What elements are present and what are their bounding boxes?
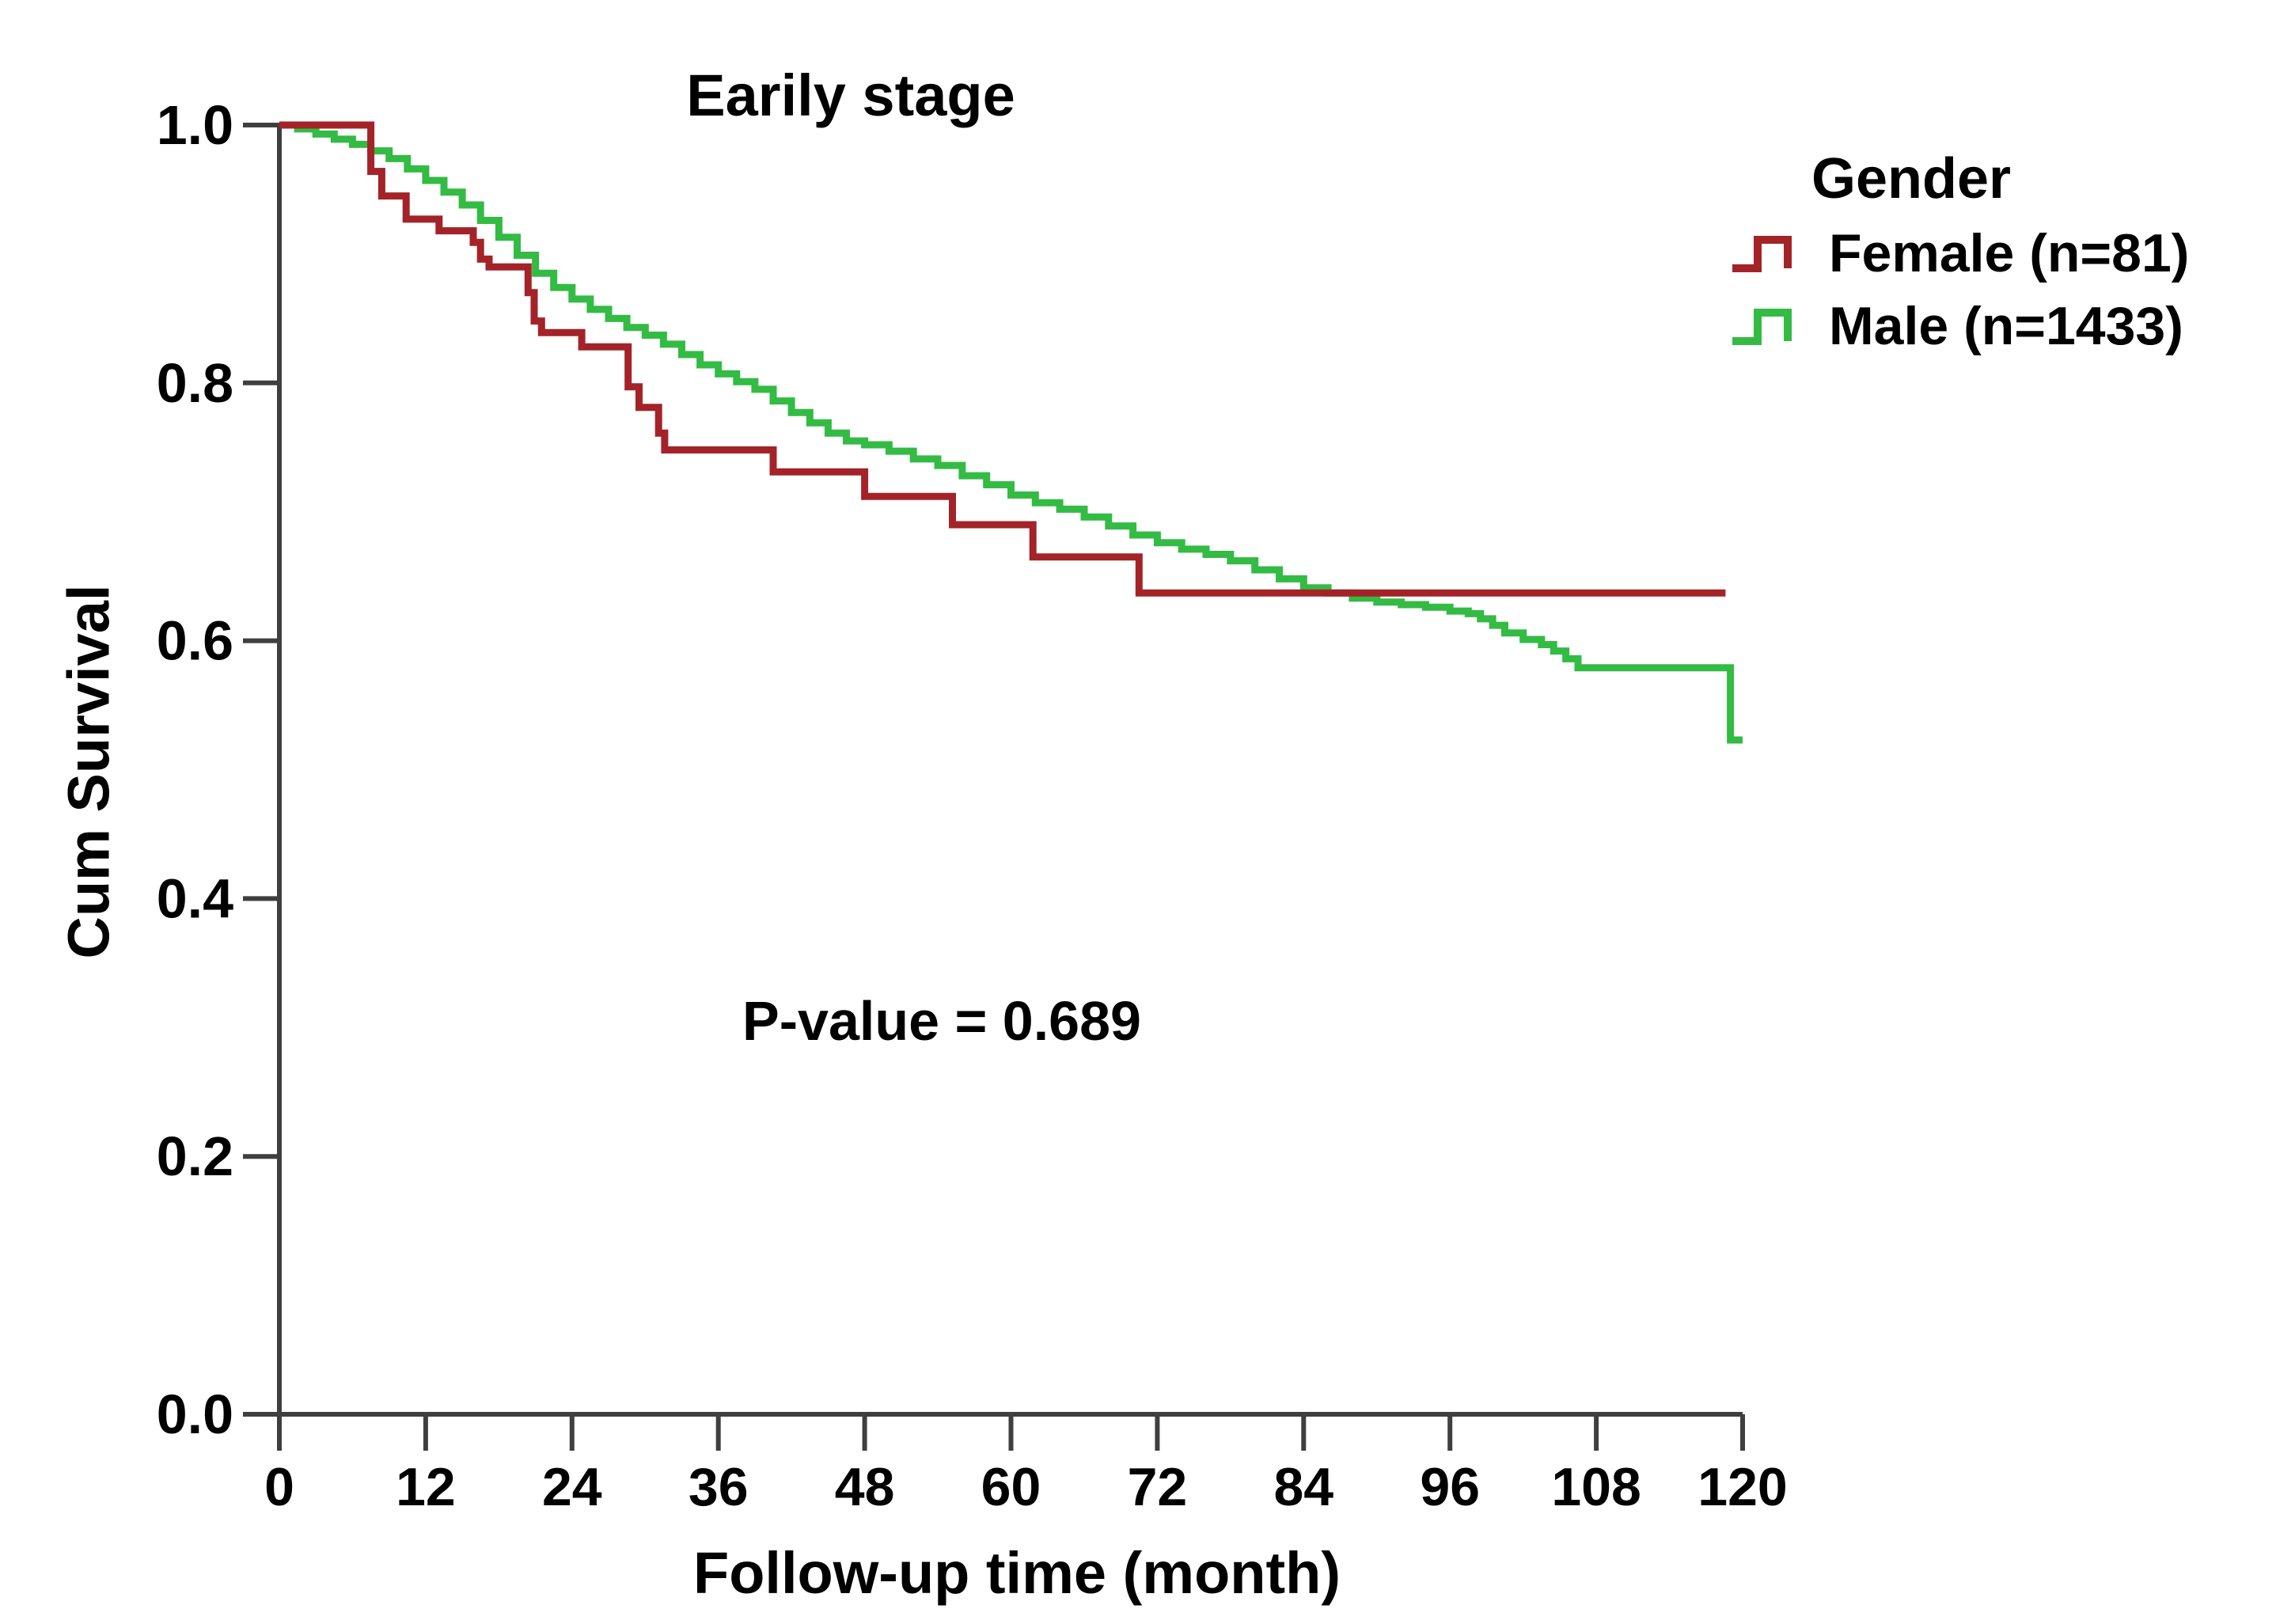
y-tick-label: 1.0	[157, 94, 233, 156]
legend-item-male-label: Male (n=1433)	[1829, 296, 2183, 356]
y-tick-label: 0.6	[157, 610, 233, 672]
legend-item-female: Female (n=81)	[1729, 222, 2283, 284]
y-tick-label: 0.8	[157, 352, 233, 414]
x-tick-label: 24	[542, 1457, 602, 1517]
x-tick-label: 36	[688, 1457, 749, 1517]
x-tick-label: 0	[264, 1457, 294, 1517]
male-step-icon	[1732, 309, 1792, 345]
chart-title: Earily stage	[686, 63, 1015, 128]
y-tick-label: 0.0	[157, 1383, 233, 1445]
legend-title: Gender	[1811, 147, 2012, 211]
x-tick-label: 96	[1420, 1457, 1480, 1517]
y-tick-label: 0.2	[157, 1125, 233, 1187]
x-tick-label: 120	[1698, 1457, 1787, 1517]
x-tick-label: 48	[835, 1457, 895, 1517]
female-curve	[279, 121, 1726, 597]
x-tick-label: 84	[1273, 1457, 1333, 1517]
p-value-annotation: P-value = 0.689	[742, 990, 1141, 1052]
y-tick-label: 0.4	[157, 867, 233, 929]
legend-item-female-label: Female (n=81)	[1829, 223, 2190, 283]
female-step-icon	[1732, 236, 1792, 272]
x-axis-label: Follow-up time (month)	[693, 1540, 1341, 1606]
male-curve	[279, 121, 1743, 744]
legend: Gender Female (n=81) Male (n=1433)	[1729, 146, 2283, 357]
x-tick-label: 108	[1551, 1457, 1641, 1517]
x-tick-label: 72	[1128, 1457, 1188, 1517]
legend-item-male: Male (n=1433)	[1729, 295, 2283, 357]
x-tick-label: 12	[396, 1457, 456, 1517]
x-tick-label: 60	[981, 1457, 1041, 1517]
